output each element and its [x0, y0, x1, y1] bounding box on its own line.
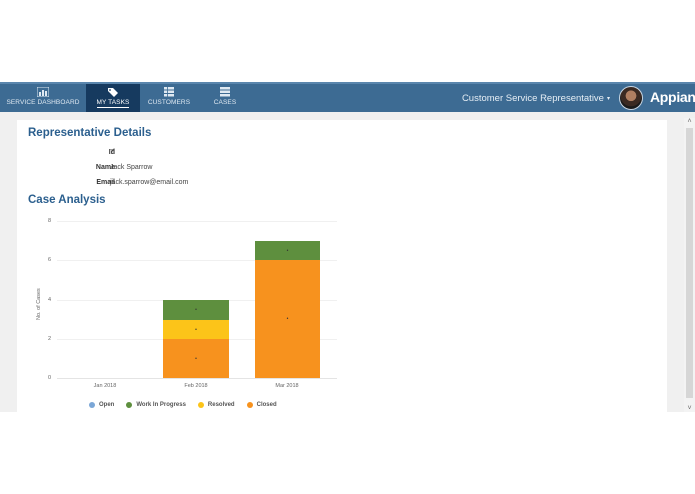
list-grid-icon	[164, 87, 174, 97]
tab-label: SERVICE DASHBOARD	[6, 99, 80, 106]
y-tick: 2	[47, 336, 51, 342]
bar-mar-closed[interactable]: •	[255, 260, 320, 378]
y-axis-title: No. of Cases	[36, 288, 42, 320]
x-tick: Jan 2018	[93, 383, 117, 389]
case-analysis-title: Case Analysis	[28, 194, 106, 206]
y-tick: 6	[47, 257, 51, 263]
x-tick: Feb 2018	[184, 383, 208, 389]
scroll-up-icon[interactable]: ˄	[687, 118, 692, 125]
tab-label: MY TASKS	[96, 99, 130, 108]
tab-customers[interactable]: CUSTOMERS	[140, 84, 198, 112]
top-navbar: SERVICE DASHBOARD MY TASKS CUSTOMERS CAS…	[0, 82, 695, 112]
scroll-down-icon[interactable]: ˅	[687, 405, 692, 412]
appian-app: SERVICE DASHBOARD MY TASKS CUSTOMERS CAS…	[0, 82, 695, 412]
tab-label: CASES	[213, 99, 237, 106]
representative-details-title: Representative Details	[28, 127, 152, 139]
name-label: Name	[95, 164, 115, 171]
tab-cases[interactable]: CASES	[198, 84, 252, 112]
case-analysis-chart: 0 2 4 6 8 No. of Cases • • • • • Jan 201…	[17, 212, 347, 412]
tag-icon	[108, 88, 118, 97]
bar-feb-closed[interactable]: •	[163, 339, 229, 378]
chevron-down-icon: ▾	[606, 95, 610, 102]
legend-resolved[interactable]: Resolved	[197, 402, 235, 408]
data-label-marker: •	[286, 316, 289, 322]
legend-dot-icon	[126, 402, 133, 408]
bar-feb-wip[interactable]: •	[163, 300, 229, 320]
x-axis-line	[57, 378, 337, 379]
user-avatar[interactable]	[619, 86, 643, 110]
tab-service-dashboard[interactable]: SERVICE DASHBOARD	[0, 84, 86, 112]
name-value: Jack Sparrow	[110, 164, 153, 171]
appian-logo: Appian	[650, 89, 695, 105]
data-label-marker: •	[195, 307, 197, 313]
role-dropdown[interactable]: Customer Service Representative ▾	[462, 93, 610, 104]
email-label: Email	[96, 179, 115, 186]
legend-dot-icon	[197, 402, 204, 408]
data-label-marker: •	[195, 326, 197, 333]
bar-feb-resolved[interactable]: •	[163, 320, 229, 339]
legend-open[interactable]: Open	[89, 402, 114, 408]
gridline	[57, 221, 337, 222]
data-label-marker: •	[195, 355, 197, 362]
data-label-marker: •	[286, 247, 289, 254]
role-label: Customer Service Representative	[461, 93, 604, 104]
y-tick: 4	[47, 297, 51, 303]
legend-dot-icon	[246, 402, 253, 408]
id-value: 7	[110, 149, 114, 156]
vertical-scrollbar[interactable]: ˄ ˅	[684, 118, 695, 412]
y-tick: 8	[47, 218, 51, 224]
legend-work-in-progress[interactable]: Work In Progress	[126, 402, 186, 408]
legend-dot-icon	[89, 402, 95, 408]
id-label: Id	[108, 149, 115, 156]
email-value: jack.sparrow@email.com	[110, 179, 189, 186]
tab-label: CUSTOMERS	[147, 99, 191, 106]
x-tick: Mar 2018	[275, 383, 299, 389]
chart-legend: Open Work In Progress Resolved Closed	[89, 402, 277, 408]
stack-list-icon	[220, 87, 230, 97]
scroll-thumb[interactable]	[686, 128, 693, 398]
bar-mar-wip[interactable]: •	[255, 241, 320, 260]
y-tick: 0	[47, 375, 51, 381]
gridline	[57, 260, 337, 261]
bar-chart-icon	[37, 87, 49, 97]
main-content: Representative Details Id 7 Name Jack Sp…	[17, 120, 667, 412]
legend-closed[interactable]: Closed	[246, 402, 277, 408]
tab-my-tasks[interactable]: MY TASKS	[86, 84, 140, 112]
